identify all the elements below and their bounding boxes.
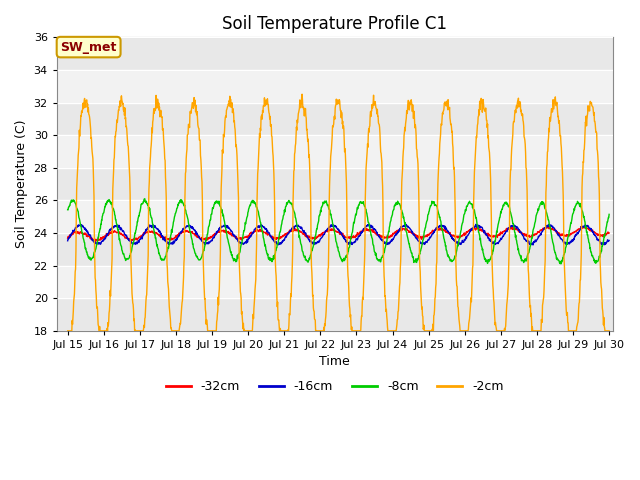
Bar [57,233,612,265]
Bar [57,135,612,168]
Text: SW_met: SW_met [60,41,117,54]
Bar [57,37,612,70]
Bar [57,103,612,135]
Y-axis label: Soil Temperature (C): Soil Temperature (C) [15,120,28,248]
Legend: -32cm, -16cm, -8cm, -2cm: -32cm, -16cm, -8cm, -2cm [161,375,509,398]
X-axis label: Time: Time [319,355,350,369]
Bar [57,200,612,233]
Bar [57,70,612,103]
Bar [57,265,612,298]
Bar [57,168,612,200]
Title: Soil Temperature Profile C1: Soil Temperature Profile C1 [222,15,447,33]
Bar [57,298,612,331]
